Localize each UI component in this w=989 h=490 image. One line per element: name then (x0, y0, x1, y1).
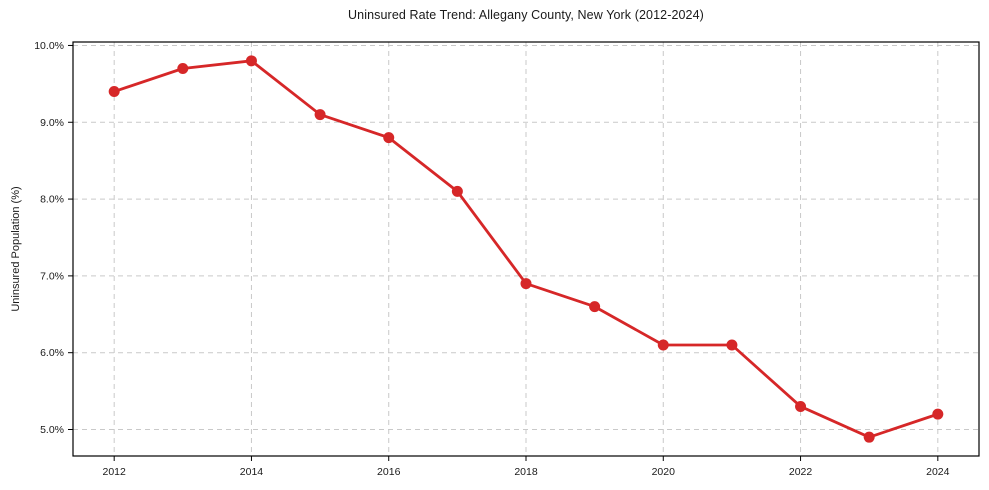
x-tick-label: 2018 (514, 466, 538, 478)
x-tick-label: 2014 (240, 466, 264, 478)
data-point (657, 339, 669, 351)
data-point (245, 55, 257, 67)
x-tick-label: 2012 (103, 466, 127, 478)
data-point (177, 62, 189, 74)
x-tick-label: 2020 (652, 466, 676, 478)
data-point (726, 339, 738, 351)
data-point (314, 109, 326, 121)
data-point (451, 185, 463, 197)
y-tick-label: 5.0% (40, 424, 64, 436)
y-tick-label: 9.0% (40, 117, 64, 129)
data-point (108, 86, 120, 98)
y-tick-label: 7.0% (40, 270, 64, 282)
y-tick-label: 8.0% (40, 194, 64, 206)
data-point (932, 408, 944, 420)
plot-border (72, 41, 980, 457)
y-tick-label: 6.0% (40, 347, 64, 359)
x-tick-label: 2024 (926, 466, 950, 478)
x-tick-label: 2022 (789, 466, 813, 478)
x-tick-label: 2016 (377, 466, 401, 478)
data-point (383, 132, 395, 144)
data-point (520, 278, 532, 290)
data-point (795, 400, 807, 412)
y-tick-label: 10.0% (34, 40, 64, 52)
chart-title: Uninsured Rate Trend: Allegany County, N… (348, 8, 704, 22)
data-point (863, 431, 875, 443)
data-point (589, 301, 601, 313)
